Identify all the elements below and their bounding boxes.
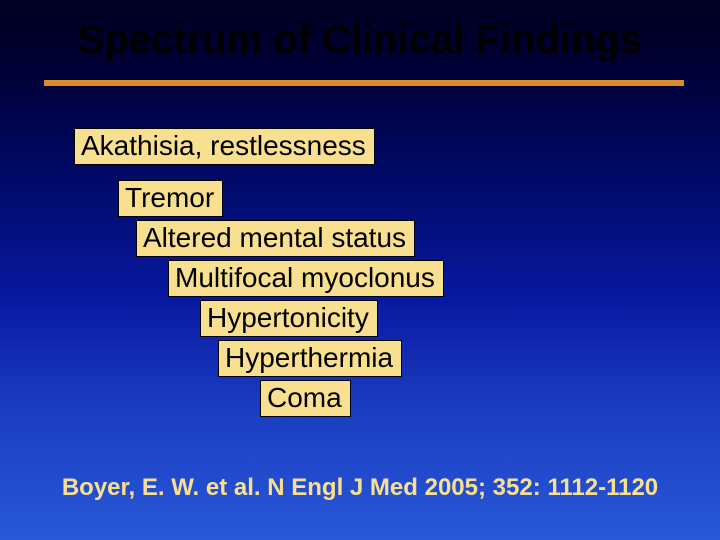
finding-box: Hyperthermia <box>218 340 402 377</box>
finding-box: Coma <box>260 380 351 417</box>
list-item: Akathisia, restlessness <box>74 128 375 165</box>
finding-box: Altered mental status <box>136 220 415 257</box>
title-underline <box>44 80 684 86</box>
finding-box: Tremor <box>118 180 223 217</box>
list-item: Altered mental status <box>136 220 415 257</box>
list-item: Hypertonicity <box>200 300 378 337</box>
list-item: Tremor <box>118 180 223 217</box>
finding-box: Hypertonicity <box>200 300 378 337</box>
finding-box: Akathisia, restlessness <box>74 128 375 165</box>
page-title: Spectrum of Clinical Findings <box>0 18 720 63</box>
list-item: Hyperthermia <box>218 340 402 377</box>
finding-box: Multifocal myoclonus <box>168 260 444 297</box>
citation-text: Boyer, E. W. et al. N Engl J Med 2005; 3… <box>0 474 720 502</box>
list-item: Coma <box>260 380 351 417</box>
list-item: Multifocal myoclonus <box>168 260 444 297</box>
